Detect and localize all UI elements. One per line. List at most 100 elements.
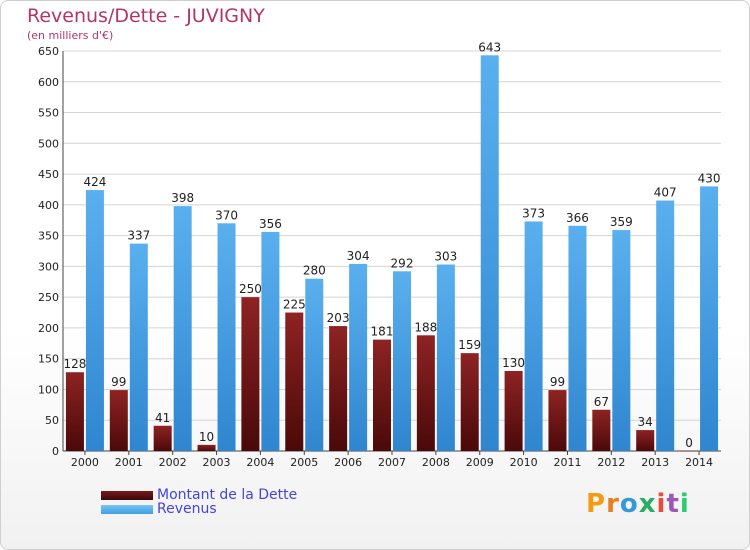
data-label-dette: 203 xyxy=(327,311,350,325)
bar-dette xyxy=(285,312,304,451)
data-label-revenus: 373 xyxy=(522,206,545,220)
legend-item-revenus: Revenus xyxy=(101,501,217,517)
data-label-dette: 99 xyxy=(550,375,565,389)
data-label-revenus: 280 xyxy=(303,264,326,278)
x-tick-label: 2005 xyxy=(290,456,318,469)
bar-dette xyxy=(504,371,523,451)
bar-dette xyxy=(680,451,699,452)
data-label-dette: 159 xyxy=(458,338,481,352)
data-label-dette: 10 xyxy=(199,430,214,444)
x-tick-label: 2000 xyxy=(71,456,99,469)
x-tick-label: 2010 xyxy=(510,456,538,469)
data-label-revenus: 424 xyxy=(83,175,106,189)
bar-dette xyxy=(548,390,567,451)
y-tick-label: 300 xyxy=(38,260,59,273)
data-label-revenus: 370 xyxy=(215,208,238,222)
bar-revenus xyxy=(436,264,455,451)
proxiti-logo: Proxiti xyxy=(586,489,690,519)
data-label-dette: 188 xyxy=(414,320,437,334)
logo-letter: t xyxy=(666,489,680,519)
x-tick-label: 2007 xyxy=(378,456,406,469)
data-label-dette: 225 xyxy=(283,298,306,312)
bar-revenus xyxy=(524,221,543,451)
bar-revenus xyxy=(349,263,368,451)
bar-dette xyxy=(241,297,260,451)
legend-label-dette: Montant de la Dette xyxy=(157,487,298,503)
legend-swatch-revenus xyxy=(101,504,153,514)
bar-dette xyxy=(329,326,348,451)
data-label-revenus: 359 xyxy=(610,215,633,229)
y-tick-label: 500 xyxy=(38,137,59,150)
bar-revenus xyxy=(480,55,499,452)
data-label-revenus: 292 xyxy=(391,256,414,270)
chart-title: Revenus/Dette - JUVIGNY xyxy=(27,5,265,27)
data-label-revenus: 356 xyxy=(259,217,282,231)
logo-letter: i xyxy=(656,489,667,519)
y-tick-label: 550 xyxy=(38,107,59,120)
data-label-dette: 128 xyxy=(63,357,86,371)
x-tick-label: 2008 xyxy=(422,456,450,469)
data-label-revenus: 643 xyxy=(478,40,501,54)
x-tick-label: 2006 xyxy=(334,456,362,469)
x-tick-label: 2013 xyxy=(641,456,669,469)
data-label-revenus: 430 xyxy=(698,171,721,185)
bar-revenus xyxy=(612,230,631,451)
x-tick-label: 2009 xyxy=(466,456,494,469)
y-tick-label: 350 xyxy=(38,230,59,243)
y-tick-label: 400 xyxy=(38,199,59,212)
logo-letter: P xyxy=(586,489,607,519)
data-label-revenus: 303 xyxy=(434,250,457,264)
data-label-dette: 0 xyxy=(685,436,693,450)
bar-revenus xyxy=(656,200,675,451)
bar-dette xyxy=(460,353,479,451)
bar-dette xyxy=(197,444,216,451)
bar-revenus xyxy=(217,223,236,451)
x-tick-label: 2001 xyxy=(115,456,143,469)
y-tick-label: 200 xyxy=(38,322,59,335)
y-tick-label: 150 xyxy=(38,353,59,366)
data-label-dette: 67 xyxy=(594,395,609,409)
bar-revenus xyxy=(305,278,324,451)
y-tick-label: 50 xyxy=(45,414,59,427)
bar-dette xyxy=(153,425,172,451)
bar-dette xyxy=(109,390,128,451)
x-tick-label: 2003 xyxy=(203,456,231,469)
data-label-revenus: 366 xyxy=(566,211,589,225)
y-tick-label: 600 xyxy=(38,76,59,89)
data-label-dette: 130 xyxy=(502,356,525,370)
y-tick-label: 250 xyxy=(38,291,59,304)
y-tick-label: 450 xyxy=(38,168,59,181)
legend-label-revenus: Revenus xyxy=(157,501,217,517)
bar-revenus xyxy=(261,231,280,451)
data-label-dette: 181 xyxy=(371,325,394,339)
logo-letter: i xyxy=(679,489,690,519)
data-label-revenus: 304 xyxy=(347,249,370,263)
bar-dette xyxy=(416,335,435,451)
bar-revenus xyxy=(393,271,411,451)
data-label-revenus: 337 xyxy=(127,229,150,243)
y-tick-label: 100 xyxy=(38,383,59,396)
bar-dette xyxy=(636,430,655,451)
legend-item-dette: Montant de la Dette xyxy=(101,487,297,503)
data-label-revenus: 398 xyxy=(171,191,194,205)
y-tick-label: 0 xyxy=(52,445,59,458)
bar-revenus xyxy=(85,190,104,452)
data-label-dette: 99 xyxy=(111,375,126,389)
legend-swatch-dette xyxy=(101,490,153,500)
data-label-dette: 250 xyxy=(239,282,262,296)
x-tick-label: 2012 xyxy=(597,456,625,469)
data-label-dette: 34 xyxy=(638,415,653,429)
x-tick-label: 2011 xyxy=(553,456,581,469)
data-label-revenus: 407 xyxy=(654,186,677,200)
x-tick-label: 2014 xyxy=(685,456,713,469)
bar-revenus xyxy=(700,186,719,451)
bar-dette xyxy=(65,372,84,451)
data-label-dette: 41 xyxy=(155,411,170,425)
bar-revenus xyxy=(129,243,148,451)
y-tick-label: 650 xyxy=(38,45,59,58)
logo-letter: o xyxy=(619,489,639,519)
bar-revenus xyxy=(173,206,192,451)
chart-subtitle: (en milliers d'€) xyxy=(27,29,114,42)
